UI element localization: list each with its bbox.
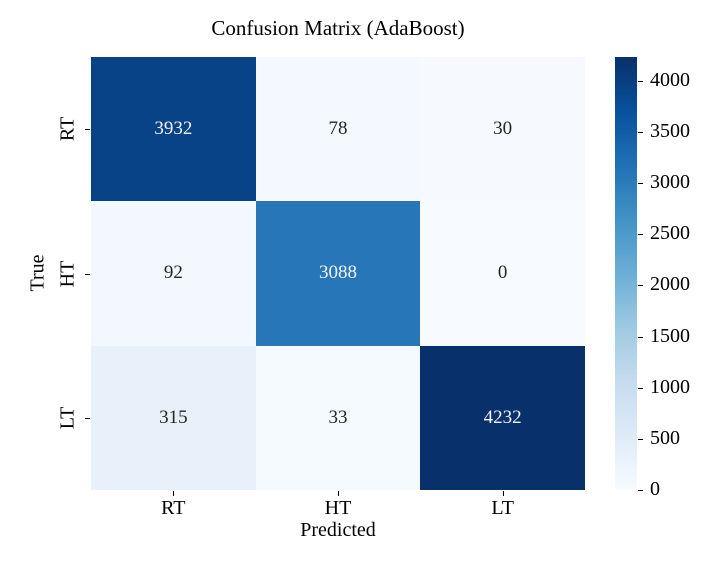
heatmap-cell-LT-LT: 4232 [420,345,585,490]
y-axis-label: True [26,254,49,292]
y-tick-label-RT: RT [56,116,79,142]
chart-title: Confusion Matrix (AdaBoost) [211,16,465,40]
x-tick-mark [173,491,175,496]
y-tick-mark [85,129,90,131]
x-tick-label-RT: RT [161,497,186,519]
x-tick-mark [338,491,339,496]
colorbar-tick-label-500: 500 [650,426,680,449]
x-axis-label: Predicted [300,519,376,541]
heatmap-cell-HT-HT: 3088 [255,201,421,346]
colorbar [615,57,637,490]
colorbar-tick-mark [638,285,643,287]
colorbar-tick-label-1000: 1000 [650,375,690,398]
colorbar-tick-mark [638,387,643,389]
colorbar-tick-label-2000: 2000 [650,273,690,296]
heatmap-cell-HT-RT: 92 [91,201,256,346]
colorbar-tick-mark [638,438,643,440]
colorbar-tick-mark [638,131,643,133]
y-tick-label-LT: LT [56,406,79,430]
cell-value: 315 [159,406,188,428]
heatmap-cell-LT-RT: 315 [91,345,256,490]
colorbar-tick-mark [638,183,643,185]
colorbar-tick-label-0: 0 [650,478,660,501]
cell-value: 3088 [318,262,357,284]
heatmap-cell-RT-HT: 78 [255,57,421,202]
cell-value: 78 [328,118,348,140]
colorbar-tick-label-2500: 2500 [650,222,690,245]
cell-value: 3932 [154,118,193,140]
heatmap-cell-RT-LT: 30 [420,57,585,202]
colorbar-tick-mark [638,80,643,82]
colorbar-tick-label-3500: 3500 [650,119,690,142]
y-tick-mark [85,417,90,419]
cell-value: 33 [328,406,348,428]
y-tick-mark [85,273,90,275]
heatmap-cell-HT-LT: 0 [420,201,585,346]
colorbar-tick-mark [638,490,643,491]
colorbar-tick-label-4000: 4000 [650,68,690,91]
colorbar-tick-mark [638,336,643,338]
x-tick-label-HT: HT [324,497,352,519]
x-tick-mark [502,491,504,496]
x-tick-label-LT: LT [491,497,514,519]
colorbar-tick-label-1500: 1500 [650,324,690,347]
cell-value: 0 [497,262,508,284]
cell-value: 30 [493,118,513,140]
heatmap-cell-LT-HT: 33 [255,345,421,490]
heatmap-grid: 3932 78 30 92 3088 0 315 33 4232 [91,57,585,490]
y-tick-label-HT: HT [56,260,79,287]
cell-value: 4232 [483,406,522,428]
cell-value: 92 [163,262,183,284]
colorbar-tick-mark [638,234,643,236]
heatmap-cell-RT-RT: 3932 [91,57,256,202]
colorbar-tick-label-3000: 3000 [650,171,690,194]
